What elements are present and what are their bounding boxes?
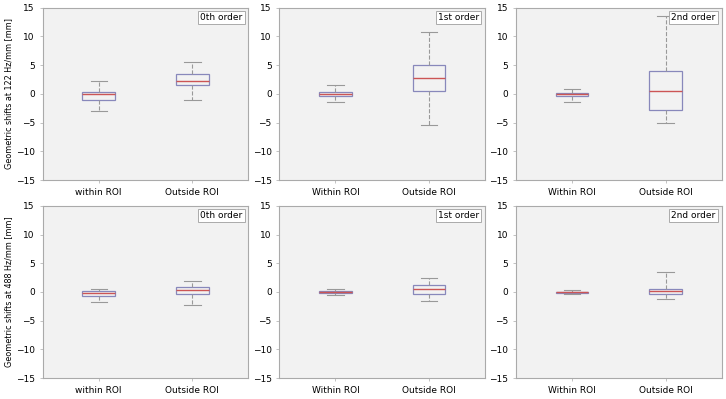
Text: 1st order: 1st order xyxy=(438,13,479,22)
Text: 0th order: 0th order xyxy=(200,13,242,22)
Text: 0th order: 0th order xyxy=(200,211,242,220)
Y-axis label: Geometric shifts at 488 Hz/mm [mm]: Geometric shifts at 488 Hz/mm [mm] xyxy=(4,217,13,367)
Text: 2nd order: 2nd order xyxy=(672,211,716,220)
Y-axis label: Geometric shifts at 122 Hz/mm [mm]: Geometric shifts at 122 Hz/mm [mm] xyxy=(4,18,13,169)
Text: 1st order: 1st order xyxy=(438,211,479,220)
Text: 2nd order: 2nd order xyxy=(672,13,716,22)
